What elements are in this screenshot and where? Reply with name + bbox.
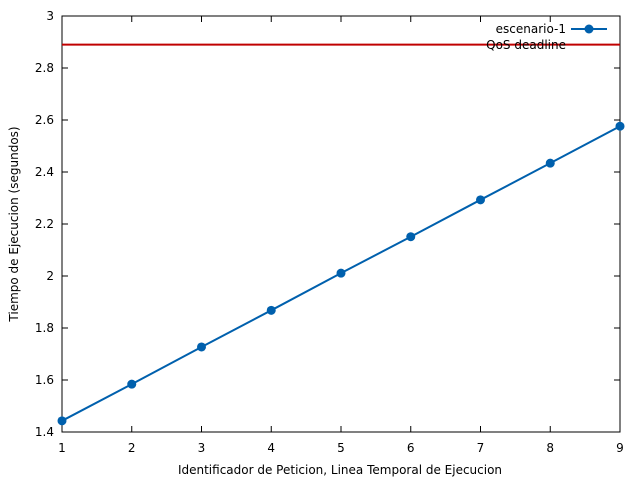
- data-point: [545, 158, 555, 168]
- data-point: [336, 268, 346, 278]
- y-tick-label: 2.2: [35, 217, 54, 231]
- x-tick-label: 9: [616, 441, 624, 455]
- y-tick-label: 1.8: [35, 321, 54, 335]
- plot-border: [61, 15, 621, 433]
- legend-label-series: escenario-1: [496, 22, 566, 36]
- x-tick-label: 2: [128, 441, 136, 455]
- data-point: [57, 416, 67, 426]
- legend-swatch-marker: [584, 24, 594, 34]
- data-point: [615, 121, 625, 131]
- data-point: [476, 195, 485, 205]
- axis-ticks: [61, 15, 621, 433]
- x-tick-label: 8: [546, 441, 554, 455]
- data-point: [266, 305, 276, 315]
- x-tick-label: 1: [58, 441, 66, 455]
- y-tick-label: 2.4: [35, 165, 54, 179]
- x-tick-label: 6: [407, 441, 415, 455]
- y-tick-label: 3: [46, 9, 54, 23]
- y-tick-label: 2.6: [35, 113, 54, 127]
- x-axis-title: Identificador de Peticion, Linea Tempora…: [178, 463, 502, 477]
- y-tick-label: 1.6: [35, 373, 54, 387]
- axis-tick-labels: 1 2 3 4 5 6 7 8 9 1.4 1.6 1.8 2 2.2 2.4 2.6 2.8 3: [35, 9, 624, 455]
- y-axis-title: Tiempo de Ejecucion (segundos): [7, 126, 21, 322]
- y-tick-label: 2: [46, 269, 54, 283]
- x-tick-label: 4: [267, 441, 275, 455]
- legend-label-deadline: QoS deadline: [486, 38, 566, 52]
- data-point: [406, 232, 416, 242]
- series-points: [57, 121, 625, 426]
- x-tick-label: 3: [198, 441, 206, 455]
- x-tick-label: 5: [337, 441, 345, 455]
- data-point: [127, 379, 137, 389]
- y-tick-label: 2.8: [35, 61, 54, 75]
- legend: escenario-1 QoS deadline: [486, 22, 607, 52]
- y-tick-label: 1.4: [35, 425, 54, 439]
- data-point: [197, 342, 206, 352]
- x-tick-label: 7: [477, 441, 485, 455]
- plot-frame: [61, 15, 621, 433]
